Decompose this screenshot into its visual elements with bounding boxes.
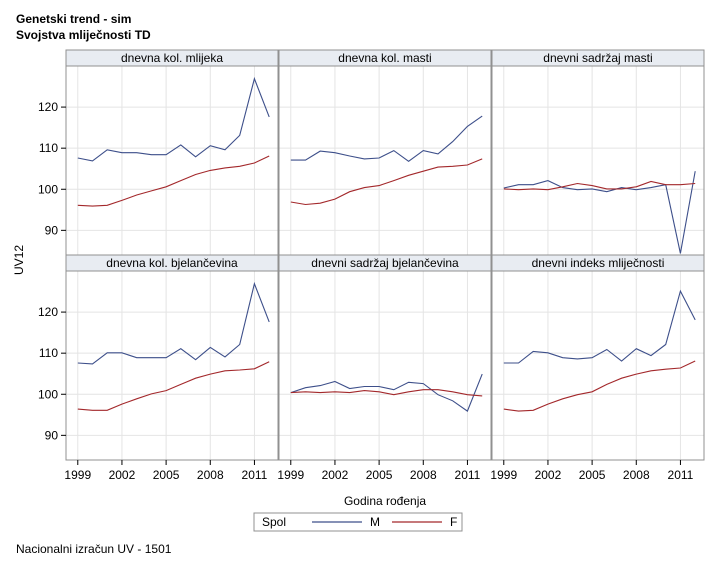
axes-layer: 90 100 110 120 90 100 110 120 1999 2002 2005 2008 20… [12, 100, 694, 508]
panel-2: dnevna kol. masti [278, 49, 492, 256]
panel-frame [491, 270, 705, 461]
panel-frame [491, 65, 705, 256]
panel-frame [65, 65, 279, 256]
x-tick-label: 2008 [623, 468, 650, 482]
panel-frame [278, 65, 492, 256]
y-tick-label: 110 [39, 346, 58, 360]
series-line-F [290, 158, 483, 206]
y-tick-label: 120 [38, 305, 58, 319]
series-line-M [290, 373, 483, 412]
panel-title: dnevni sadržaj bjelančevina [311, 256, 459, 270]
panel-4: dnevna kol. bjelančevina [65, 254, 279, 461]
panel-5: dnevni sadržaj bjelančevina [278, 254, 492, 461]
x-tick-label: 1999 [64, 468, 91, 482]
x-tick-label: 2005 [579, 468, 606, 482]
y-tick-label: 90 [45, 428, 59, 442]
panel-frame [65, 270, 279, 461]
x-tick-label: 2002 [109, 468, 136, 482]
series-line-M [290, 115, 483, 162]
series-line-F [503, 360, 696, 412]
series-line-F [290, 389, 483, 397]
x-tick-label: 2002 [322, 468, 349, 482]
legend-label-F: F [450, 515, 457, 529]
chart-title-line-1: Genetski trend - sim [16, 12, 132, 26]
series-line-F [77, 155, 270, 207]
panel-6: dnevni indeks mliječnosti [491, 254, 705, 461]
x-tick-label: 1999 [490, 468, 517, 482]
series-line-M [77, 281, 270, 365]
y-tick-label: 110 [39, 141, 58, 155]
x-tick-label: 2008 [197, 468, 224, 482]
panel-1: dnevna kol. mlijeka [65, 49, 279, 256]
x-tick-label: 1999 [277, 468, 304, 482]
chart-title-line-2: Svojstva mliječnosti TD [16, 28, 151, 42]
x-tick-label: 2005 [366, 468, 393, 482]
series-line-M [503, 289, 696, 364]
y-tick-label: 100 [38, 387, 58, 401]
legend-label-M: M [370, 515, 380, 529]
y-axis-label: UV12 [12, 245, 26, 275]
y-tick-label: 100 [38, 182, 58, 196]
panel-title: dnevna kol. mlijeka [121, 51, 223, 65]
footnote: Nacionalni izračun UV - 1501 [16, 542, 172, 556]
x-axis-label: Godina rođenja [344, 494, 426, 508]
panel-frame [278, 270, 492, 461]
x-tick-label: 2011 [668, 468, 694, 482]
panel-title: dnevni indeks mliječnosti [532, 256, 665, 270]
x-tick-label: 2011 [242, 468, 268, 482]
y-tick-label: 120 [38, 100, 58, 114]
x-tick-label: 2008 [410, 468, 437, 482]
series-line-F [503, 180, 696, 191]
panel-title: dnevni sadržaj masti [543, 51, 652, 65]
x-tick-label: 2011 [455, 468, 481, 482]
y-tick-label: 90 [45, 223, 59, 237]
series-line-M [503, 171, 696, 254]
x-tick-label: 2005 [153, 468, 180, 482]
legend-title: Spol [262, 515, 286, 529]
series-line-M [77, 76, 270, 162]
panel-3: dnevni sadržaj masti [491, 49, 705, 256]
panel-title: dnevna kol. masti [338, 51, 431, 65]
panel-title: dnevna kol. bjelančevina [106, 256, 238, 270]
panels-layer: dnevna kol. mlijeka dnevna kol. masti dnev… [65, 49, 705, 461]
legend: Spol M F [253, 512, 463, 532]
series-line-F [77, 361, 270, 411]
x-tick-label: 2002 [535, 468, 562, 482]
